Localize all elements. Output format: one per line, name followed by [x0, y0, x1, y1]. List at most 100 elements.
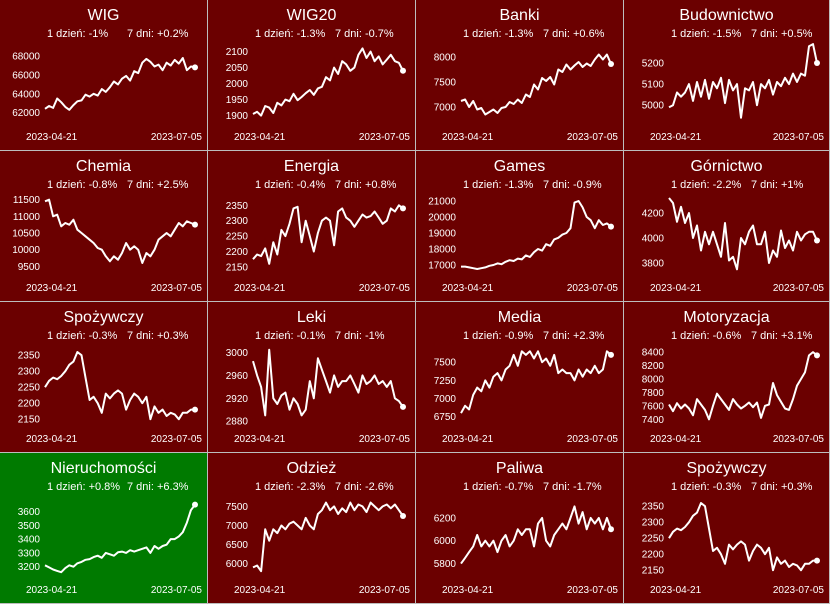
y-tick-label: 2250 [642, 534, 665, 545]
last-value-point [814, 60, 820, 67]
chart-panel-10: Media 1 dzień: -0.9% 7 dni: +2.3% 2023-04-2… [416, 302, 624, 453]
end-date-label: 2023-07-05 [772, 434, 824, 445]
y-tick-label: 2300 [642, 518, 665, 529]
y-tick-label: 21000 [428, 197, 456, 208]
change-1d-label: 1 dzień: -0.7% [463, 481, 534, 493]
change-7d-label: 7 dni: +3.1% [751, 330, 813, 342]
series-line [668, 43, 818, 119]
line-chart: 2150 2200 2250 2300 2350 [226, 201, 406, 273]
y-tick-label: 7500 [434, 358, 457, 369]
start-date-label: 2023-04-21 [650, 283, 702, 294]
y-tick-label: 9500 [18, 262, 41, 273]
start-date-label: 2023-04-21 [650, 434, 702, 445]
end-date-label: 2023-07-05 [772, 283, 824, 294]
y-tick-label: 5200 [642, 59, 665, 70]
y-tick-label: 8000 [434, 53, 457, 64]
y-tick-label: 2150 [226, 262, 249, 273]
change-7d-label: 7 dni: +0.5% [751, 28, 813, 40]
chart-panel-8: Spożywczy 1 dzień: -0.3% 7 dni: +0.3% 2023-… [0, 302, 208, 453]
change-1d-label: 1 dzień: -0.9% [463, 330, 534, 342]
chart-title: Odzież [286, 460, 337, 477]
y-tick-label: 2960 [226, 371, 249, 382]
series-line [461, 200, 612, 270]
chart-title: Budownictwo [679, 7, 774, 24]
y-tick-label: 2200 [642, 550, 665, 561]
chart-title: WIG20 [286, 7, 337, 24]
chart-panel-7: Górnictwo 1 dzień: -2.2% 7 dni: +1% 2023-04… [624, 151, 830, 302]
line-chart: 9500 10000 10500 11000 11500 [12, 195, 198, 273]
last-value-point [608, 223, 614, 230]
end-date-label: 2023-07-05 [150, 132, 202, 143]
end-date-label: 2023-07-05 [150, 585, 202, 596]
series-line [252, 204, 404, 265]
y-tick-label: 2100 [226, 47, 249, 58]
start-date-label: 2023-04-21 [442, 585, 494, 596]
y-tick-label: 2300 [226, 216, 249, 227]
line-chart: 5000 5100 5200 [642, 43, 820, 119]
end-date-label: 2023-07-05 [150, 434, 202, 445]
y-tick-label: 2200 [226, 247, 249, 258]
change-1d-label: 1 dzień: -1% [47, 28, 109, 40]
change-1d-label: 1 dzień: -0.4% [255, 179, 326, 191]
chart-title: Leki [296, 309, 327, 326]
change-1d-label: 1 dzień: -1.3% [255, 28, 326, 40]
line-chart: 5800 6000 6200 [434, 505, 614, 570]
y-tick-label: 7000 [434, 103, 457, 114]
series-line [460, 505, 612, 565]
y-tick-label: 2250 [18, 383, 41, 394]
start-date-label: 2023-04-21 [26, 434, 78, 445]
y-tick-label: 64000 [12, 89, 40, 100]
y-tick-label: 3600 [18, 507, 41, 518]
chart-panel-1: WIG20 1 dzień: -1.3% 7 dni: -0.7% 2023-04-2… [208, 0, 416, 151]
change-7d-label: 7 dni: +0.6% [543, 28, 605, 40]
y-tick-label: 66000 [12, 70, 40, 81]
start-date-label: 2023-04-21 [26, 283, 78, 294]
chart-title: Paliwa [495, 460, 544, 477]
y-tick-label: 7500 [434, 78, 457, 89]
change-7d-label: 7 dni: +0.3% [751, 481, 813, 493]
end-date-label: 2023-07-05 [358, 132, 410, 143]
start-date-label: 2023-04-21 [234, 132, 286, 143]
line-chart: 7000 7500 8000 [434, 53, 614, 116]
change-1d-label: 1 dzień: -1.5% [671, 28, 742, 40]
y-tick-label: 68000 [12, 52, 40, 63]
y-tick-label: 7800 [642, 388, 665, 399]
y-tick-label: 2000 [226, 79, 249, 90]
series-line [460, 53, 612, 116]
line-chart: 3800 4000 4200 [642, 197, 820, 271]
end-date-label: 2023-07-05 [566, 585, 618, 596]
last-value-point [400, 403, 406, 410]
change-1d-label: 1 dzień: -0.3% [47, 330, 118, 342]
end-date-label: 2023-07-05 [566, 283, 618, 294]
chart-panel-2: Banki 1 dzień: -1.3% 7 dni: +0.6% 2023-04-2… [416, 0, 624, 151]
chart-panel-11: Motoryzacja 1 dzień: -0.6% 7 dni: +3.1% 202… [624, 302, 830, 453]
chart-panel-0: WIG 1 dzień: -1% 7 dni: +0.2% 2023-04-21 202… [0, 0, 208, 151]
series-line [668, 502, 817, 572]
y-tick-label: 3200 [18, 562, 41, 573]
chart-panel-6: Games 1 dzień: -1.3% 7 dni: -0.9% 2023-04-2… [416, 151, 624, 302]
y-tick-label: 2200 [18, 399, 41, 410]
chart-panel-9: Leki 1 dzień: -0.1% 7 dni: -1% 2023-04-21 20… [208, 302, 416, 453]
y-tick-label: 8200 [642, 361, 665, 372]
y-tick-label: 2250 [226, 232, 249, 243]
last-value-point [608, 351, 614, 358]
series-line [252, 348, 404, 417]
change-7d-label: 7 dni: +6.3% [127, 481, 189, 493]
line-chart: 2150 2200 2250 2300 2350 [18, 351, 198, 426]
y-tick-label: 62000 [12, 108, 40, 119]
last-value-point [400, 67, 406, 74]
start-date-label: 2023-04-21 [650, 585, 702, 596]
y-tick-label: 7000 [434, 394, 457, 405]
change-7d-label: 7 dni: +2.3% [543, 330, 605, 342]
change-7d-label: 7 dni: +0.3% [127, 330, 189, 342]
chart-title: Chemia [75, 158, 132, 175]
change-1d-label: 1 dzień: -1.3% [463, 179, 534, 191]
y-tick-label: 7400 [642, 415, 665, 426]
y-tick-label: 2300 [18, 367, 41, 378]
y-tick-label: 1950 [226, 95, 249, 106]
chart-title: Górnictwo [690, 158, 763, 175]
line-chart: 6750 7000 7250 7500 [434, 350, 614, 423]
y-tick-label: 4200 [642, 209, 665, 220]
y-tick-label: 2920 [226, 394, 249, 405]
y-tick-label: 3400 [18, 535, 41, 546]
